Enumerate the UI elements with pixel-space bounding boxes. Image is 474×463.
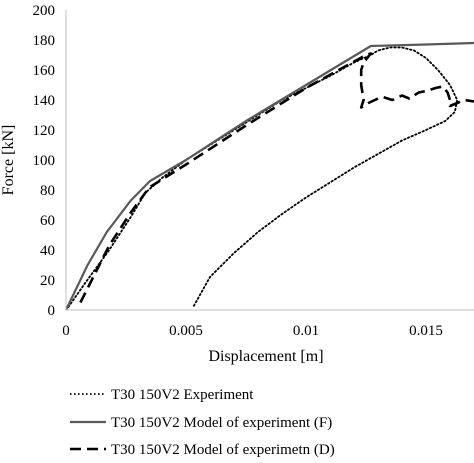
series-line-1 [67, 46, 459, 308]
series-line-2 [65, 41, 474, 311]
y-tick-label: 180 [33, 33, 56, 49]
y-tick-label: 160 [33, 63, 56, 79]
x-tick-labels: 0 0.005 0.01 0.015 [62, 323, 443, 339]
x-tick-label: 0.015 [409, 323, 443, 339]
x-tick-label: 0 [62, 323, 70, 339]
legend-label-3: T30 150V2 Model of experimetn (D) [111, 442, 335, 458]
plot-area [65, 41, 474, 311]
y-tick-label: 0 [48, 303, 56, 319]
x-axis-title: Displacement [m] [208, 348, 323, 365]
y-tick-label: 200 [33, 3, 56, 19]
y-axis-title: Force [kN] [0, 125, 17, 196]
axes [65, 10, 474, 311]
y-tick-label: 140 [33, 93, 56, 109]
y-tick-label: 20 [40, 273, 55, 289]
y-tick-label: 60 [40, 213, 55, 229]
legend-label-1: T30 150V2 Experiment [111, 387, 254, 403]
y-tick-label: 80 [40, 183, 55, 199]
y-tick-labels: 0 20 40 60 80 100 120 140 160 180 200 [33, 3, 56, 319]
x-tick-label: 0.01 [293, 323, 319, 339]
y-tick-label: 100 [33, 153, 56, 169]
legend: T30 150V2 Experiment T30 150V2 Model of e… [70, 387, 335, 458]
y-tick-label: 120 [33, 123, 56, 139]
y-tick-label: 40 [40, 243, 55, 259]
x-tick-label: 0.005 [169, 323, 203, 339]
legend-label-2: T30 150V2 Model of experiment (F) [111, 415, 332, 431]
series-line-3 [79, 52, 474, 304]
